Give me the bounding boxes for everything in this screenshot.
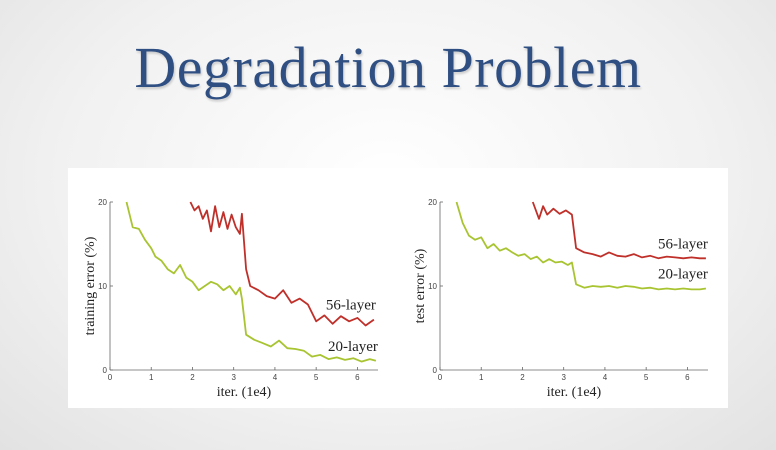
series-line-56-layer xyxy=(189,201,375,327)
x-tick-label: 5 xyxy=(314,373,319,382)
slide-title: Degradation Problem xyxy=(134,35,642,100)
training-error-chart: 0 1 2 3 4 5 6 0 10 20 iter. (1e4) training error (%… xyxy=(83,198,378,400)
x-tick-label: 3 xyxy=(231,373,236,382)
series-line-56-layer xyxy=(531,201,706,260)
test-error-chart: 0 1 2 3 4 5 6 0 10 20 iter. (1e4) test error (%) 56-… xyxy=(413,198,708,400)
y-axis-label: test error (%) xyxy=(413,248,428,323)
y-tick-label: 20 xyxy=(98,198,107,207)
x-tick-label: 1 xyxy=(479,373,484,382)
x-tick-label: 6 xyxy=(355,373,360,382)
series-label-20-layer: 20-layer xyxy=(328,339,378,355)
y-tick-label: 10 xyxy=(98,282,107,291)
series-label-20-layer: 20-layer xyxy=(658,267,708,283)
x-tick-label: 3 xyxy=(561,373,566,382)
x-tick-label: 4 xyxy=(603,373,608,382)
x-axis-label: iter. (1e4) xyxy=(217,385,272,400)
x-tick-label: 5 xyxy=(644,373,649,382)
x-tick-label: 0 xyxy=(438,373,443,382)
y-tick-label: 20 xyxy=(428,198,437,207)
series-label-56-layer: 56-layer xyxy=(326,298,376,314)
x-tick-label: 2 xyxy=(520,373,525,382)
y-tick-label: 10 xyxy=(428,282,437,291)
figure-panel: 0 1 2 3 4 5 6 0 10 20 iter. (1e4) training error (%… xyxy=(68,168,728,408)
y-tick-label: 0 xyxy=(103,366,108,375)
x-tick-label: 6 xyxy=(685,373,690,382)
series-label-56-layer: 56-layer xyxy=(658,236,708,252)
series-line-20-layer xyxy=(455,201,707,291)
x-tick-label: 4 xyxy=(273,373,278,382)
x-tick-label: 0 xyxy=(108,373,113,382)
series-line-20-layer xyxy=(125,201,377,363)
y-axis-label: training error (%) xyxy=(83,236,98,335)
x-axis-label: iter. (1e4) xyxy=(547,385,602,400)
x-tick-label: 1 xyxy=(149,373,154,382)
y-tick-label: 0 xyxy=(433,366,438,375)
x-tick-label: 2 xyxy=(190,373,195,382)
